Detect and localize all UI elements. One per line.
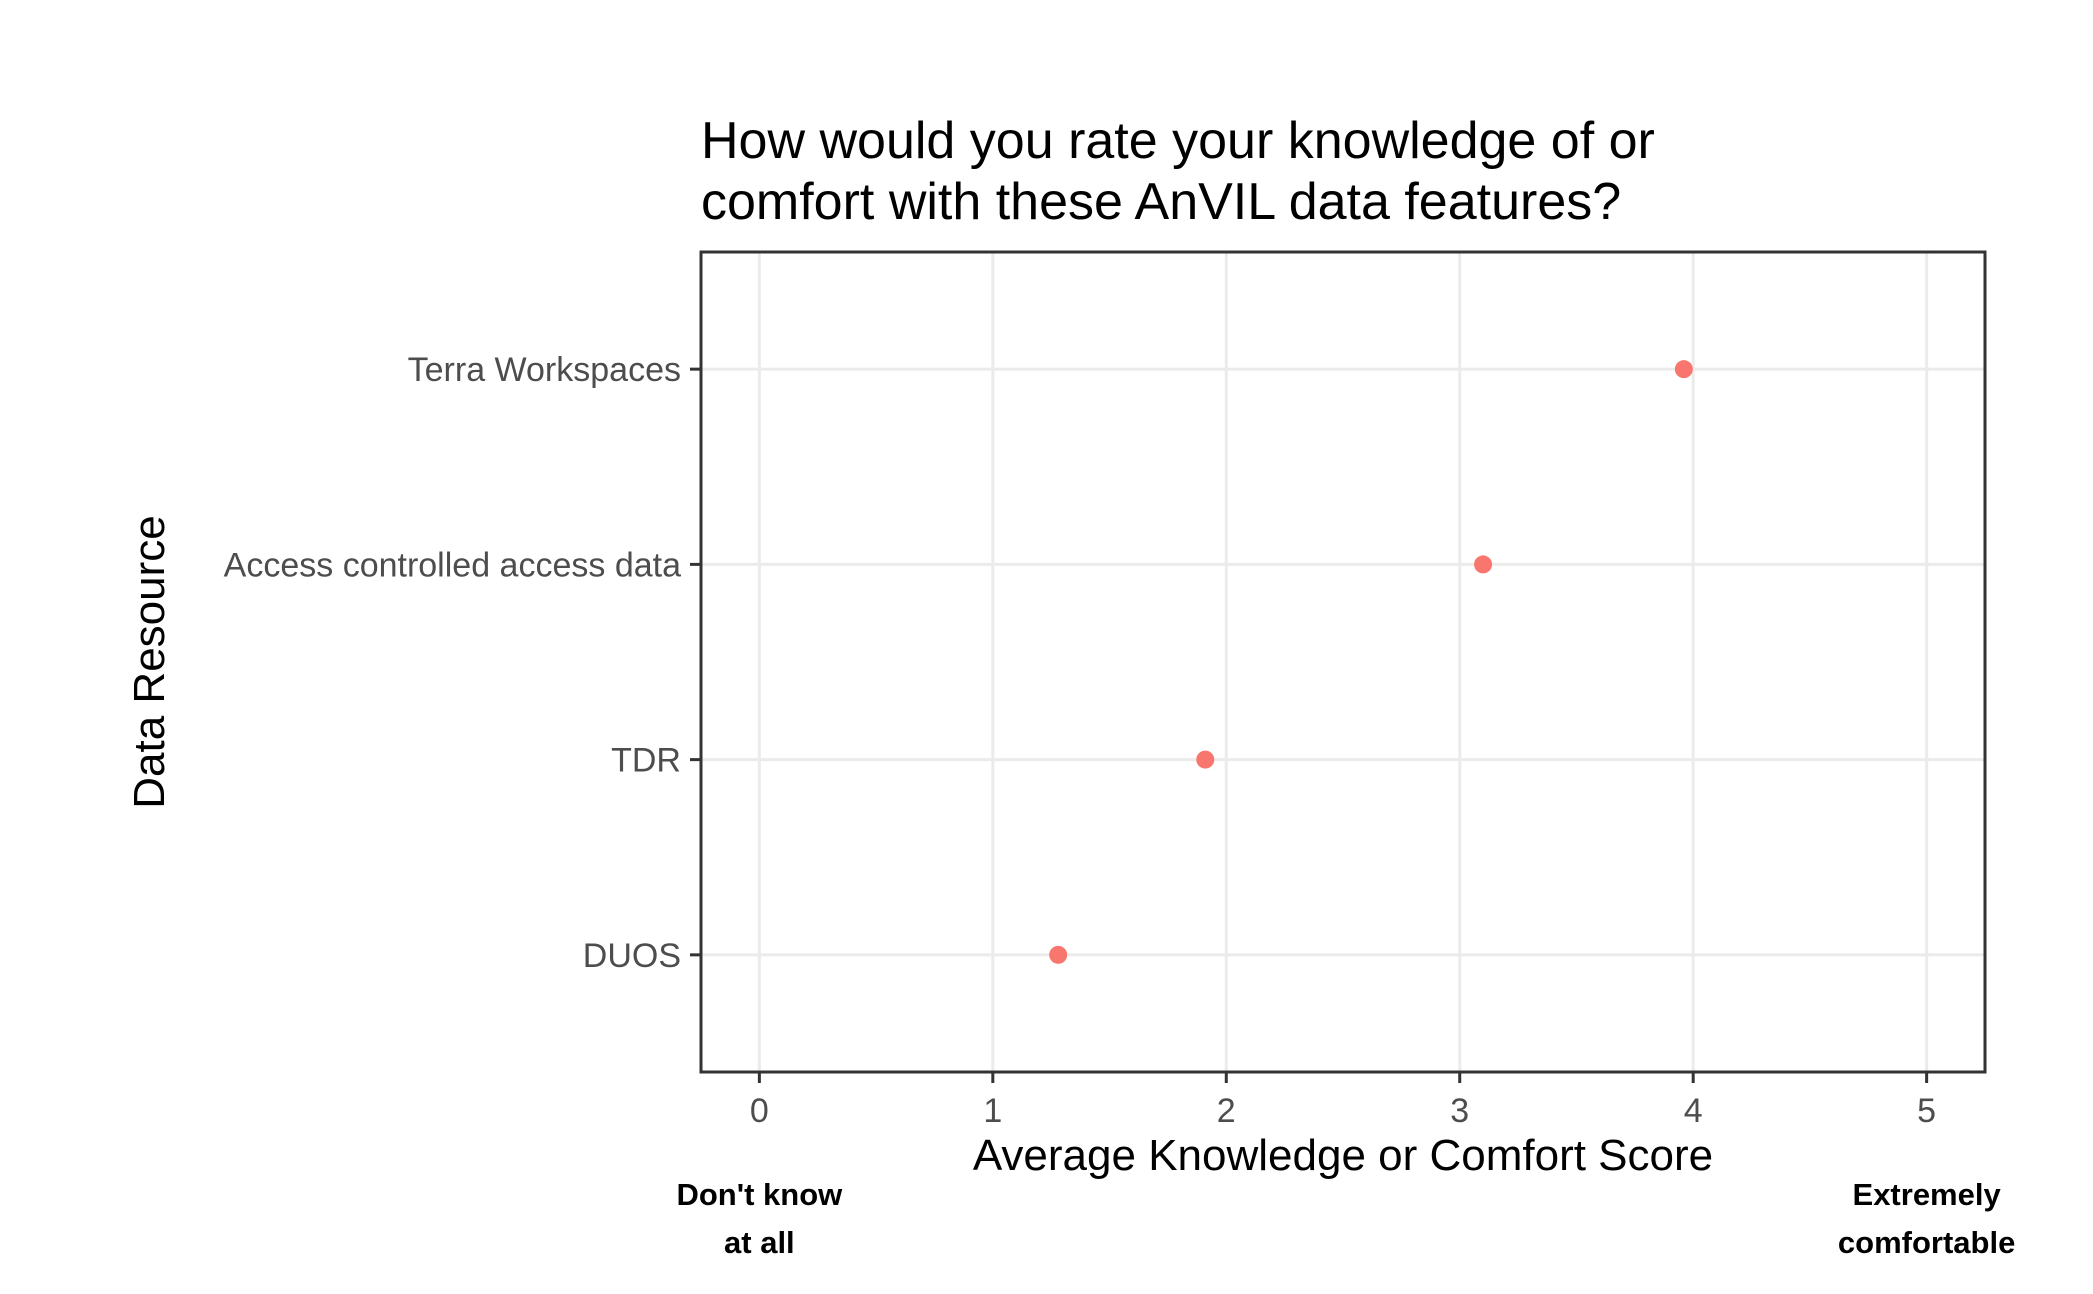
data-point [1674,360,1693,379]
chart-title-line-1: How would you rate your knowledge of or [701,112,1655,170]
y-tick-label: TDR [611,742,681,780]
grid [701,252,1985,1072]
chart-title-line-2: comfort with these AnVIL data features? [701,173,1621,231]
x-tick-label: 2 [1217,1092,1236,1130]
scale-anchor-labels: Don't know at all Extremely comfortable [676,1177,2015,1260]
x-axis-ticks: 0 1 2 3 4 5 [750,1072,1936,1130]
scale-anchor-label: at all [724,1225,795,1260]
x-axis-title: Average Knowledge or Comfort Score [973,1131,1713,1180]
chart-title: How would you rate your knowledge of or … [701,112,1655,231]
scale-anchor-label: Don't know [676,1177,843,1212]
x-tick-label: 3 [1450,1092,1469,1130]
data-point [1474,555,1493,574]
x-tick-label: 4 [1684,1092,1703,1130]
x-tick-label: 1 [983,1092,1002,1130]
y-axis-title: Data Resource [125,515,174,808]
y-tick-label: Terra Workspaces [408,351,681,389]
points [1049,360,1693,964]
y-tick-label: DUOS [583,937,681,975]
data-point [1049,945,1068,964]
panel-border [699,250,1987,1074]
x-tick-label: 5 [1917,1092,1936,1130]
x-tick-label: 0 [750,1092,769,1130]
y-axis-ticks: Terra Workspaces Access controlled access… [224,351,701,975]
data-point [1196,750,1215,769]
y-tick-label: Access controlled access data [224,546,681,584]
scale-anchor-label: comfortable [1838,1225,2015,1260]
scale-anchor-label: Extremely [1853,1177,2002,1212]
